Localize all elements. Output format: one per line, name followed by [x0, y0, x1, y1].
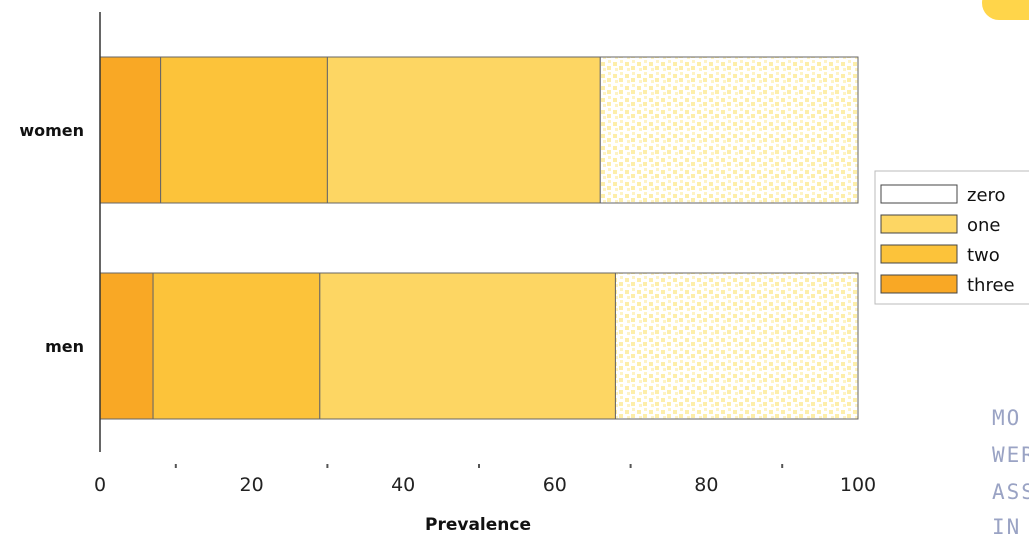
bar-men-zero	[614, 272, 859, 420]
category-label-women: women	[19, 121, 84, 140]
legend-label-three: three	[967, 275, 1015, 296]
bar-men-one	[319, 272, 616, 420]
decorative-highlight	[982, 0, 1029, 20]
legend-label-one: one	[967, 215, 1001, 236]
legend-label-two: two	[967, 245, 1000, 266]
x-tick-label-60: 60	[543, 474, 567, 496]
side-text-line-4: IN PE	[992, 515, 1029, 539]
legend-swatch-one	[880, 214, 958, 234]
x-axis-label: Prevalence	[425, 515, 531, 535]
legend-label-zero: zero	[967, 185, 1006, 206]
bar-women-three	[99, 56, 162, 204]
category-labels-group: women men	[19, 121, 84, 356]
bar-women-zero	[599, 56, 859, 204]
x-tick-label-0: 0	[94, 474, 106, 496]
bar-women-two	[160, 56, 328, 204]
legend-swatch-two	[880, 244, 958, 264]
x-ticks-group: 0 20 40 60 80 100	[94, 464, 876, 496]
bars-group	[99, 56, 859, 420]
legend-swatch-zero	[880, 184, 958, 204]
bar-women-one	[326, 56, 601, 204]
side-text-line-3: ASSES	[992, 480, 1029, 504]
legend-swatch-three	[880, 274, 958, 294]
legend: zero one two three	[874, 170, 1029, 305]
bar-men-three	[99, 272, 154, 420]
category-label-men: men	[45, 337, 84, 356]
side-text-line-1: MO	[992, 406, 1022, 430]
x-tick-label-20: 20	[240, 474, 264, 496]
side-text-line-2: WERE	[992, 443, 1029, 467]
x-tick-label-100: 100	[840, 474, 876, 496]
x-tick-label-40: 40	[391, 474, 415, 496]
x-tick-label-80: 80	[694, 474, 718, 496]
bar-men-two	[152, 272, 321, 420]
